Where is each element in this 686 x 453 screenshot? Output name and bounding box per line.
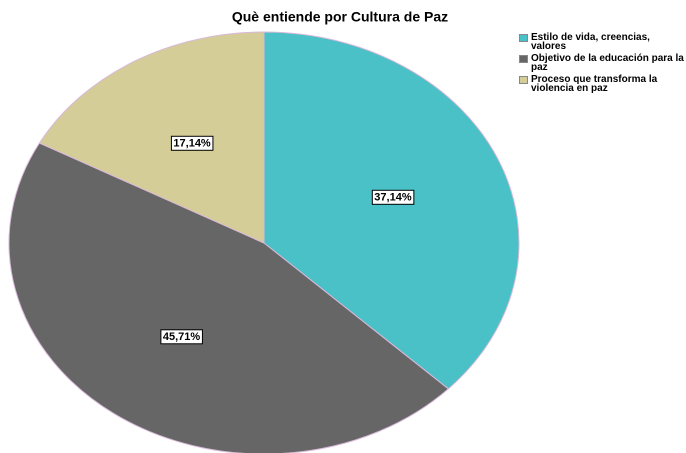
pie-slice	[38, 31, 265, 244]
legend-item: Estilo de vida, creencias, valores	[519, 32, 685, 52]
pie-slice	[8, 142, 450, 453]
legend-swatch	[519, 76, 528, 84]
legend-swatch	[519, 55, 528, 63]
data-label-group: 17,14%	[170, 135, 214, 151]
pie-slice	[263, 31, 520, 390]
legend-item: Proceso que transforma la violencia en p…	[519, 74, 685, 94]
data-label: 17,14%	[173, 137, 211, 149]
data-label-box	[371, 189, 415, 205]
data-label: 37,14%	[374, 191, 412, 203]
chart-title: Què entiende por Cultura de Paz	[232, 9, 448, 25]
legend-label: Estilo de vida, creencias, valores	[531, 32, 650, 52]
data-label: 45,71%	[163, 331, 201, 343]
legend-label: Proceso que transforma la violencia en p…	[531, 74, 658, 94]
legend-label: Objetivo de la educación para la paz	[531, 53, 684, 73]
legend: Estilo de vida, creencias, valores Objeti…	[519, 33, 685, 96]
legend-item: Objetivo de la educación para la paz	[519, 53, 685, 73]
legend-swatch	[519, 34, 528, 42]
data-label-group: 45,71%	[160, 329, 203, 345]
data-label-box	[170, 135, 214, 151]
data-label-group: 37,14%	[371, 189, 415, 205]
data-label-box	[160, 329, 203, 345]
